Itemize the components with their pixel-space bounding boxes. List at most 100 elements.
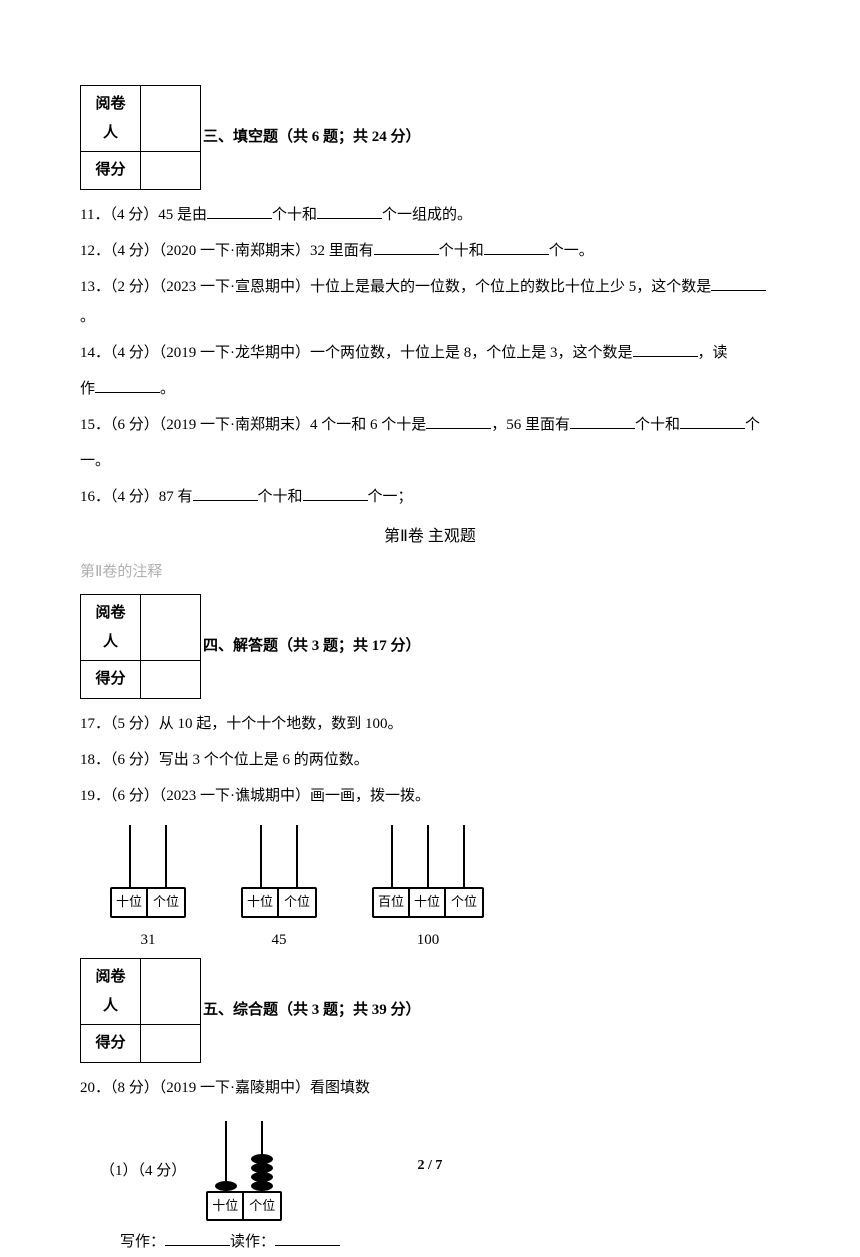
reviewer-label: 阅卷人	[81, 86, 141, 152]
grader-box-3: 阅卷人 得分	[80, 85, 201, 190]
section3-header: 阅卷人 得分 三、填空题（共 6 题；共 24 分）	[80, 85, 780, 190]
abacus-num-0: 31	[141, 926, 156, 955]
q15-mid2: 个十和	[635, 417, 680, 433]
abacus-45: 十位 个位 45	[241, 825, 317, 954]
q11-mid: 个十和	[272, 207, 317, 223]
place-ones: 个位	[446, 889, 482, 916]
question-17: 17．（5 分）从 10 起，十个十个地数，数到 100。	[80, 709, 780, 739]
q14-prefix: 14．（4 分）（2019 一下·龙华期中）一个两位数，十位上是 8，个位上是 …	[80, 345, 633, 361]
place-labels-q20: 十位 个位	[206, 1191, 282, 1222]
q15-line2: 一。	[80, 453, 110, 469]
q11-prefix: 11．（4 分）45 是由	[80, 207, 207, 223]
reviewer-label-4: 阅卷人	[81, 595, 141, 661]
question-16: 16．（4 分）87 有 个十和 个一；	[80, 482, 780, 512]
place-ones: 个位	[244, 1193, 280, 1220]
question-15-line2: 一。	[80, 446, 780, 476]
q11-blank1[interactable]	[207, 202, 272, 219]
rod	[129, 825, 131, 887]
abacus-num-2: 100	[417, 926, 440, 955]
q12-blank2[interactable]	[484, 238, 549, 255]
reviewer-value-4[interactable]	[141, 595, 201, 661]
rod	[463, 825, 465, 887]
reviewer-label-5: 阅卷人	[81, 959, 141, 1025]
score-label-4: 得分	[81, 661, 141, 699]
q16-mid: 个十和	[258, 489, 303, 505]
q14-blank2[interactable]	[95, 376, 160, 393]
q14-blank1[interactable]	[633, 340, 698, 357]
section3-title: 三、填空题（共 6 题；共 24 分）	[203, 123, 421, 152]
place-tens: 十位	[208, 1193, 244, 1220]
q15-suffix: 个	[745, 417, 760, 433]
question-12: 12．（4 分）（2020 一下·南郑期末）32 里面有 个十和 个一。	[80, 236, 780, 266]
q20-write-blank[interactable]	[165, 1230, 230, 1247]
abacus-row: 十位 个位 31 十位 个位 45 百位 十位 个位 100	[110, 825, 780, 954]
rod	[260, 825, 262, 887]
q15-mid1: ，56 里面有	[491, 417, 570, 433]
question-13: 13．（2 分）（2023 一下·宣恩期中）十位上是最大的一位数，个位上的数比十…	[80, 272, 780, 332]
abacus-num-1: 45	[272, 926, 287, 955]
question-14-line2: 作。	[80, 374, 780, 404]
q15-blank2[interactable]	[570, 412, 635, 429]
q13-blank[interactable]	[711, 274, 766, 291]
place-hundreds: 百位	[374, 889, 410, 916]
score-label-5: 得分	[81, 1025, 141, 1063]
place-ones: 个位	[148, 889, 184, 916]
q20-read-blank[interactable]	[275, 1230, 340, 1247]
question-15: 15．（6 分）（2019 一下·南郑期末）4 个一和 6 个十是 ，56 里面有…	[80, 410, 780, 440]
question-19: 19．（6 分）（2023 一下·谯城期中）画一画，拨一拨。	[80, 781, 780, 811]
q14-line2-prefix: 作	[80, 381, 95, 397]
q12-suffix: 个一。	[549, 243, 594, 259]
q16-blank1[interactable]	[193, 484, 258, 501]
q12-prefix: 12．（4 分）（2020 一下·南郑期末）32 里面有	[80, 243, 374, 259]
score-value-4[interactable]	[141, 661, 201, 699]
bead	[251, 1181, 273, 1191]
rod	[391, 825, 393, 887]
reviewer-value[interactable]	[141, 86, 201, 152]
section4-header: 阅卷人 得分 四、解答题（共 3 题；共 17 分）	[80, 594, 780, 699]
question-18: 18．（6 分）写出 3 个个位上是 6 的两位数。	[80, 745, 780, 775]
section5-title: 五、综合题（共 3 题；共 39 分）	[203, 996, 421, 1025]
q16-prefix: 16．（4 分）87 有	[80, 489, 193, 505]
bead	[215, 1181, 237, 1191]
part2-title: 第Ⅱ卷 主观题	[80, 522, 780, 552]
q20-write-label: 写作：	[120, 1234, 165, 1250]
q20-read-label: 读作：	[230, 1234, 275, 1250]
q12-blank1[interactable]	[374, 238, 439, 255]
score-label: 得分	[81, 152, 141, 190]
place-labels-2: 十位 个位	[110, 887, 186, 918]
place-labels-3: 百位 十位 个位	[372, 887, 484, 918]
part2-note: 第Ⅱ卷的注释	[80, 558, 780, 587]
q13-prefix: 13．（2 分）（2023 一下·宣恩期中）十位上是最大的一位数，个位上的数比十…	[80, 279, 711, 295]
place-ones: 个位	[279, 889, 315, 916]
abacus-100: 百位 十位 个位 100	[372, 825, 484, 954]
q16-suffix: 个一；	[368, 489, 413, 505]
grader-box-5: 阅卷人 得分	[80, 958, 201, 1063]
page-number: 2 / 7	[0, 1153, 860, 1180]
score-value-5[interactable]	[141, 1025, 201, 1063]
q16-blank2[interactable]	[303, 484, 368, 501]
q13-suffix: 。	[80, 309, 95, 325]
rod	[296, 825, 298, 887]
question-11: 11．（4 分）45 是由 个十和 个一组成的。	[80, 200, 780, 230]
section5-header: 阅卷人 得分 五、综合题（共 3 题；共 39 分）	[80, 958, 780, 1063]
rod	[165, 825, 167, 887]
q14-mid: ，读	[698, 345, 728, 361]
question-20: 20．（8 分）（2019 一下·嘉陵期中）看图填数	[80, 1073, 780, 1103]
place-tens: 十位	[410, 889, 446, 916]
q11-suffix: 个一组成的。	[382, 207, 472, 223]
q14-suffix: 。	[160, 381, 175, 397]
q11-blank2[interactable]	[317, 202, 382, 219]
score-value[interactable]	[141, 152, 201, 190]
q15-prefix: 15．（6 分）（2019 一下·南郑期末）4 个一和 6 个十是	[80, 417, 426, 433]
rod	[427, 825, 429, 887]
question-14: 14．（4 分）（2019 一下·龙华期中）一个两位数，十位上是 8，个位上是 …	[80, 338, 780, 368]
q12-mid: 个十和	[439, 243, 484, 259]
section4-title: 四、解答题（共 3 题；共 17 分）	[203, 632, 421, 661]
q20-answer-line: 写作： 读作：	[120, 1227, 780, 1257]
q15-blank1[interactable]	[426, 412, 491, 429]
q15-blank3[interactable]	[680, 412, 745, 429]
grader-box-4: 阅卷人 得分	[80, 594, 201, 699]
reviewer-value-5[interactable]	[141, 959, 201, 1025]
place-tens: 十位	[243, 889, 279, 916]
place-tens: 十位	[112, 889, 148, 916]
